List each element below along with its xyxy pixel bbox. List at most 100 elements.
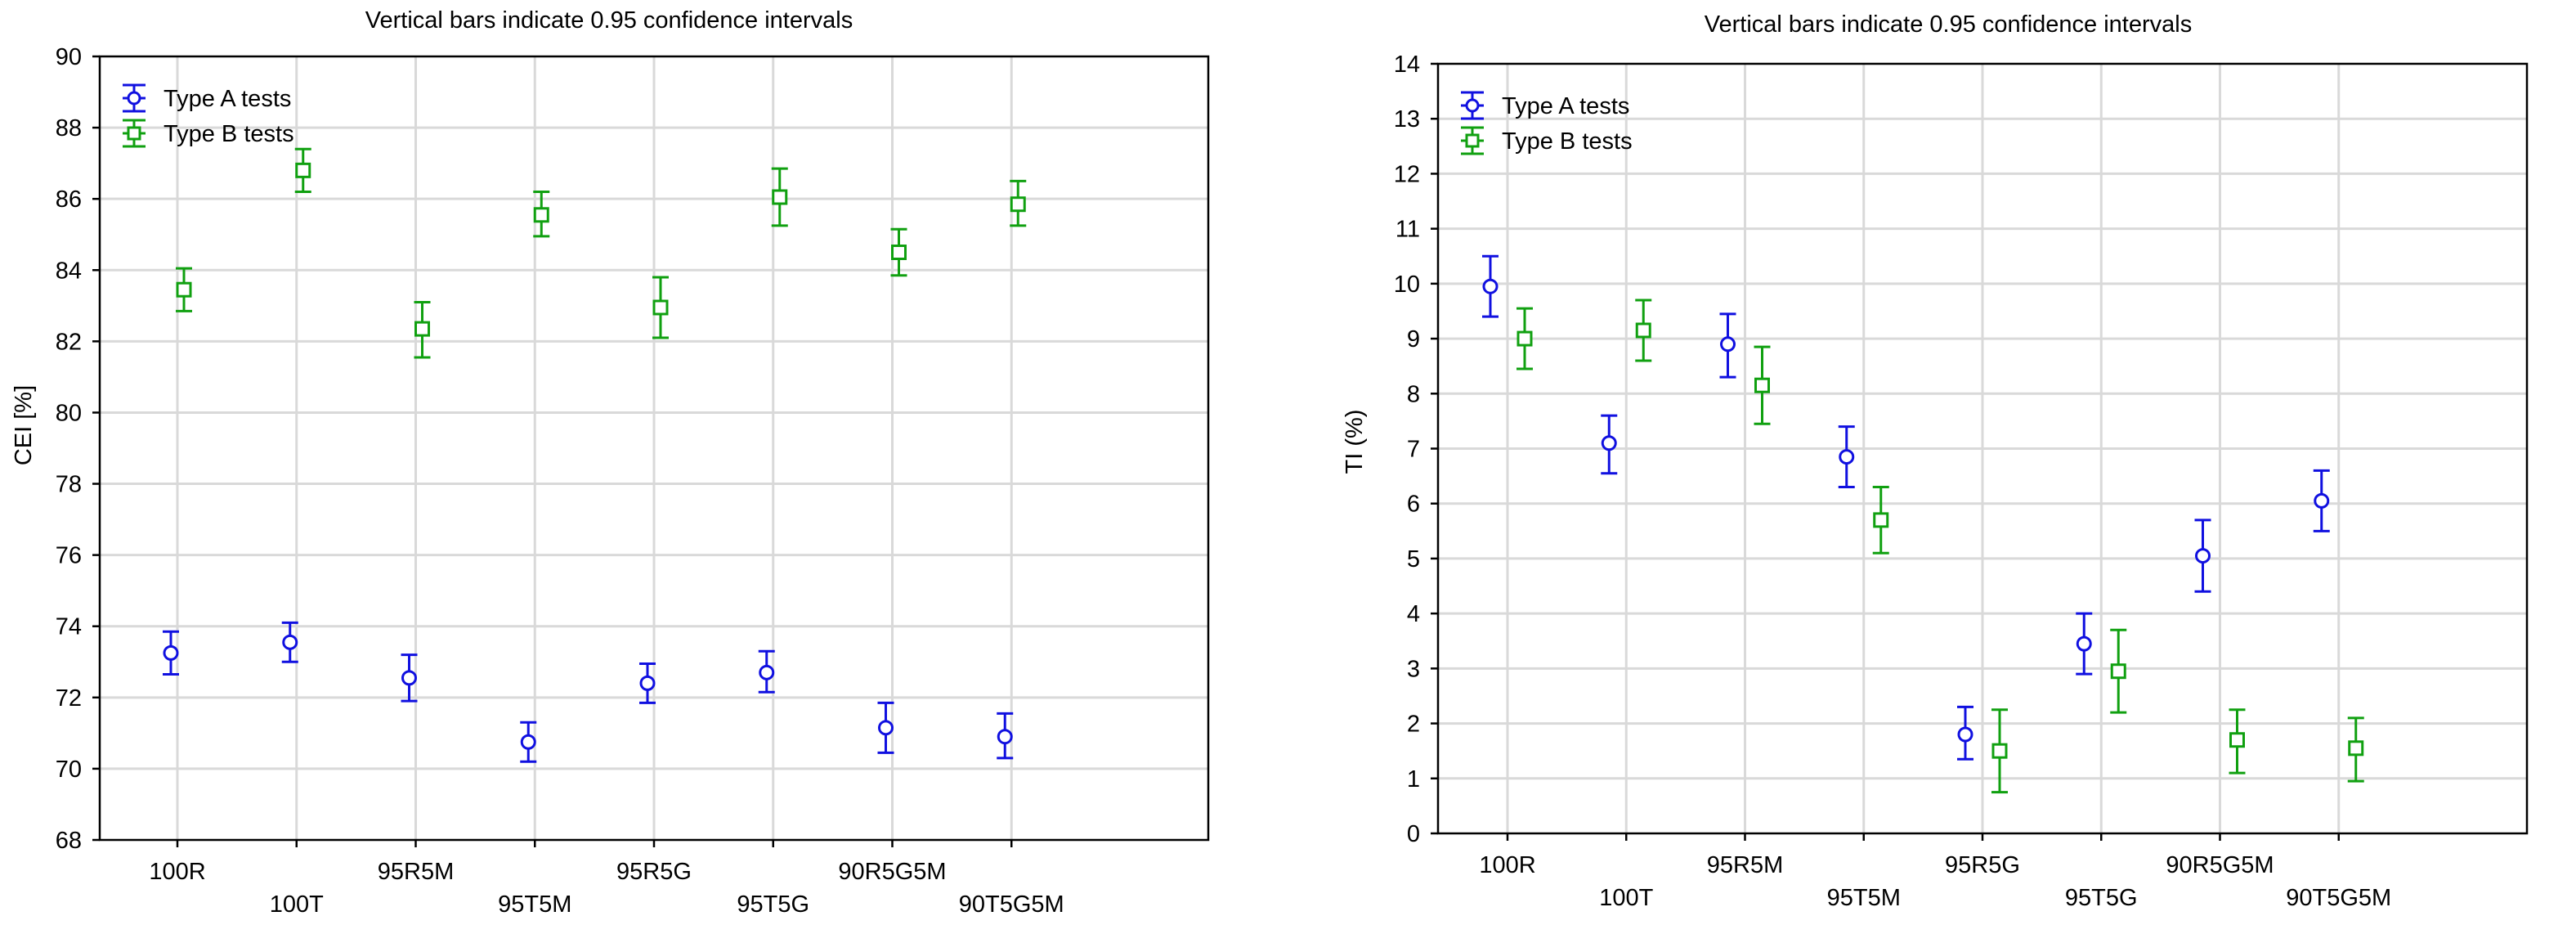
x-tick-label: 95T5M — [1827, 885, 1901, 911]
y-tick-label: 9 — [1407, 326, 1420, 352]
x-tick-label: 100R — [149, 859, 205, 885]
y-tick-label: 1 — [1407, 766, 1420, 793]
x-tick-label: 100R — [1479, 852, 1535, 878]
y-tick-label: 12 — [1394, 161, 1420, 187]
y-tick-label: 7 — [1407, 437, 1420, 463]
marker-circle — [759, 664, 775, 680]
x-tick-label: 95R5M — [378, 859, 455, 885]
legend-label: Type A tests — [1502, 93, 1629, 119]
x-tick-label: 90T5G5M — [2286, 885, 2391, 911]
data-point — [520, 721, 537, 763]
marker-square — [533, 207, 549, 223]
marker-circle — [163, 644, 179, 661]
marker-square — [295, 162, 311, 178]
marker-square — [2348, 740, 2364, 757]
marker-circle — [1482, 278, 1499, 294]
marker-circle — [639, 675, 656, 691]
data-point — [1482, 254, 1499, 318]
data-point — [1838, 425, 1855, 489]
y-tick-label: 78 — [56, 472, 82, 498]
legend-label: Type B tests — [1502, 128, 1633, 155]
marker-circle — [1839, 449, 1855, 465]
data-point — [1754, 345, 1771, 425]
marker-square — [772, 189, 788, 205]
y-tick-label: 82 — [56, 329, 82, 355]
y-tick-label: 74 — [56, 614, 82, 640]
marker-square — [2229, 732, 2245, 748]
x-tick-label: 95R5M — [1707, 852, 1784, 878]
marker-circle — [1720, 336, 1736, 352]
marker-circle — [997, 729, 1013, 745]
marker-square — [652, 299, 669, 316]
data-point — [533, 190, 550, 238]
data-point — [890, 227, 907, 277]
legend-marker-circle — [1465, 98, 1480, 113]
data-point — [997, 712, 1014, 760]
x-tick-label: 95R5G — [1945, 852, 2020, 878]
y-tick-label: 8 — [1407, 381, 1420, 407]
x-tick-label: 95T5G — [737, 891, 809, 918]
marker-square — [891, 245, 907, 260]
x-tick-label: 95T5G — [2065, 885, 2138, 911]
data-point — [176, 267, 192, 312]
data-point — [1635, 299, 1652, 362]
x-tick-label: 100T — [1599, 885, 1653, 911]
data-point — [2347, 716, 2364, 783]
data-point — [652, 276, 669, 339]
legend: Type A tests Type B tests — [123, 83, 294, 148]
marker-square — [1516, 330, 1533, 347]
y-axis-label: TI (%) — [1342, 410, 1368, 474]
y-tick-label: 72 — [56, 685, 82, 712]
data-point — [163, 630, 179, 676]
x-tick-label: 90R5G5M — [2166, 852, 2274, 878]
y-tick-label: 2 — [1407, 712, 1420, 738]
data-point — [2110, 628, 2127, 714]
y-tick-label: 13 — [1394, 106, 1420, 132]
data-point — [1010, 179, 1027, 227]
marker-circle — [2076, 635, 2092, 652]
y-tick-label: 4 — [1407, 601, 1420, 627]
chart-title: Vertical bars indicate 0.95 confidence i… — [1705, 11, 2192, 38]
y-tick-label: 90 — [56, 44, 82, 70]
marker-circle — [520, 734, 536, 750]
data-point — [281, 621, 298, 663]
data-point — [1957, 705, 1973, 761]
data-point — [414, 300, 431, 359]
marker-square — [1754, 377, 1770, 393]
y-tick-label: 3 — [1407, 656, 1420, 682]
y-tick-label: 70 — [56, 757, 82, 783]
y-tick-label: 11 — [1396, 217, 1420, 243]
marker-circle — [878, 720, 894, 736]
data-point — [2076, 612, 2093, 676]
x-tick-label: 95R5G — [616, 859, 692, 885]
y-tick-label: 86 — [56, 186, 82, 213]
chart-title: Vertical bars indicate 0.95 confidence i… — [365, 7, 853, 34]
x-tick-label: 90R5G5M — [838, 859, 946, 885]
chart-cei: Vertical bars indicate 0.95 confidence i… — [11, 7, 1210, 918]
marker-circle — [1957, 726, 1973, 743]
data-point — [1991, 708, 2008, 794]
chart-ti: Vertical bars indicate 0.95 confidence i… — [1342, 11, 2529, 911]
marker-circle — [2314, 492, 2330, 509]
x-tick-label: 95T5M — [498, 891, 571, 918]
y-tick-label: 14 — [1394, 52, 1420, 78]
y-tick-label: 68 — [56, 828, 82, 854]
data-point — [2313, 469, 2330, 532]
marker-square — [1635, 322, 1651, 339]
marker-circle — [401, 670, 417, 686]
marker-square — [1873, 512, 1889, 528]
y-tick-label: 80 — [56, 400, 82, 426]
y-tick-label: 88 — [56, 115, 82, 141]
data-point — [1719, 312, 1736, 379]
data-point — [1601, 414, 1618, 475]
legend: Type A tests Type B tests — [1461, 91, 1633, 155]
y-tick-label: 10 — [1394, 272, 1420, 298]
y-tick-label: 84 — [56, 258, 82, 284]
data-point — [1516, 307, 1533, 370]
y-tick-label: 6 — [1407, 492, 1420, 518]
marker-square — [1010, 196, 1026, 213]
legend-label: Type A tests — [164, 86, 291, 112]
legend-label: Type B tests — [164, 121, 294, 147]
data-point — [401, 653, 418, 703]
